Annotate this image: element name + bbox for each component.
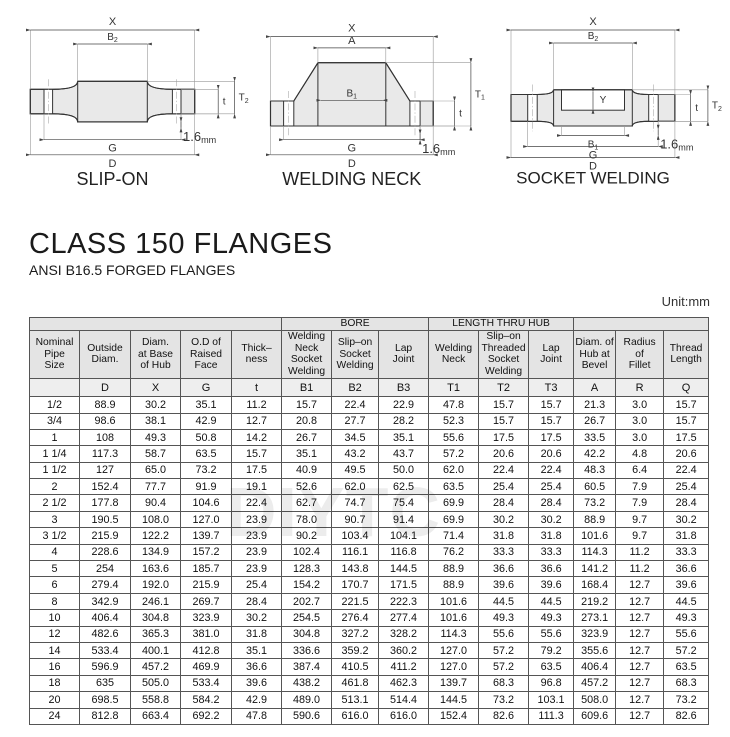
svg-text:A: A (348, 35, 356, 47)
svg-text:G: G (108, 143, 117, 155)
svg-text:B2: B2 (588, 31, 599, 43)
svg-text:X: X (589, 16, 597, 28)
svg-text:B2: B2 (107, 32, 118, 44)
svg-text:1.6mm: 1.6mm (422, 141, 455, 157)
svg-text:G: G (348, 143, 357, 155)
svg-text:t: t (223, 97, 226, 108)
svg-text:WELDING NECK: WELDING NECK (282, 169, 421, 189)
svg-text:1.6mm: 1.6mm (183, 129, 216, 145)
svg-text:T1: T1 (475, 89, 485, 101)
svg-text:t: t (695, 103, 698, 114)
svg-text:T2: T2 (239, 93, 249, 105)
svg-text:t: t (459, 109, 462, 120)
svg-text:SLIP-ON: SLIP-ON (76, 169, 148, 189)
svg-text:X: X (348, 23, 356, 35)
svg-text:Y: Y (600, 95, 607, 106)
svg-text:X: X (109, 16, 117, 28)
svg-text:SOCKET WELDING: SOCKET WELDING (516, 169, 670, 188)
svg-text:T2: T2 (712, 101, 722, 113)
svg-text:1.6mm: 1.6mm (660, 136, 693, 152)
